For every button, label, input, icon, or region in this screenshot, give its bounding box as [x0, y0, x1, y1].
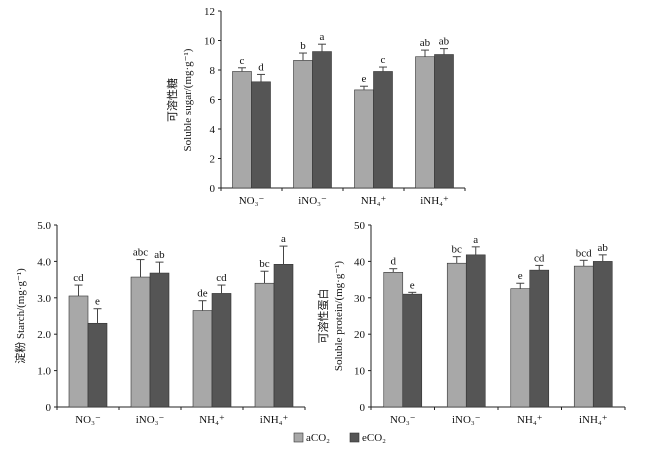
significance-letter: c: [240, 55, 245, 67]
y-tick-label: 4.0: [37, 256, 51, 268]
bar-aco2: [415, 56, 435, 189]
x-tick-label: NH₄⁺: [517, 414, 543, 426]
chart-3: 01020304050NO₃⁻deiNO₃⁻bcaNH₄⁺ecdiNH₄⁺bcd…: [316, 220, 626, 426]
x-tick-label: iNO₃⁻: [298, 195, 327, 207]
legend-label-eco2: eCO₂: [362, 432, 386, 444]
significance-letter: d: [391, 256, 397, 268]
significance-letter: de: [197, 288, 208, 300]
bar-aco2: [383, 272, 404, 408]
significance-letter: e: [518, 270, 523, 282]
legend-swatch-aco2: [293, 432, 304, 443]
significance-letter: cd: [534, 252, 545, 264]
bar-eco2: [402, 293, 423, 408]
bar-eco2: [273, 264, 294, 408]
y-tick-label: 20: [354, 329, 366, 341]
y-tick-label: 3.0: [37, 293, 51, 305]
significance-letter: ab: [420, 37, 431, 49]
y-tick-label: 10: [354, 366, 366, 378]
y-tick-label: 2: [210, 154, 216, 166]
y-tick-label: 4: [210, 124, 216, 136]
bar-aco2: [254, 282, 275, 408]
y-tick-label: 8: [210, 65, 216, 77]
y-tick-label: 2.0: [37, 329, 51, 341]
bar-aco2: [446, 262, 467, 408]
bar-eco2: [592, 261, 613, 408]
bar-aco2: [354, 89, 374, 189]
bar-aco2: [573, 265, 594, 408]
bar-eco2: [465, 254, 486, 408]
significance-letter: ab: [598, 242, 609, 254]
bar-eco2: [251, 81, 271, 189]
bar-aco2: [510, 288, 531, 408]
significance-letter: cd: [216, 272, 227, 284]
x-tick-label: iNO₃⁻: [136, 414, 165, 426]
x-tick-label: NH₄⁺: [361, 195, 387, 207]
bar-eco2: [529, 269, 550, 408]
y-tick-label: 0: [360, 402, 366, 414]
bar-aco2: [192, 310, 213, 408]
y-tick-label: 0: [210, 183, 216, 195]
significance-letter: e: [410, 279, 415, 291]
x-tick-label: NO₃⁻: [390, 414, 416, 426]
significance-letter: bc: [452, 244, 463, 256]
x-tick-label: NH₄⁺: [199, 414, 225, 426]
y-tick-label: 6: [210, 95, 216, 107]
significance-letter: b: [300, 40, 306, 52]
y-tick-label: 5.0: [37, 220, 51, 232]
x-tick-label: NO₃⁻: [75, 414, 101, 426]
bar-aco2: [68, 295, 89, 408]
significance-letter: a: [320, 31, 325, 43]
bar-aco2: [232, 71, 252, 189]
significance-letter: cd: [73, 272, 84, 284]
significance-letter: a: [473, 234, 478, 246]
significance-letter: bc: [259, 258, 270, 270]
bar-eco2: [149, 272, 170, 408]
x-tick-label: iNH₄⁺: [260, 414, 289, 426]
bar-eco2: [312, 51, 332, 189]
significance-letter: abc: [133, 247, 148, 259]
significance-letter: e: [95, 296, 100, 308]
legend: aCO₂ eCO₂: [293, 432, 386, 444]
legend-swatch-eco2: [349, 432, 360, 443]
y-tick-label: 10: [204, 36, 216, 48]
legend-label-aco2: aCO₂: [306, 432, 330, 444]
y-axis-label: 淀粉 Starch/(mg·g⁻¹): [13, 268, 27, 364]
bar-aco2: [293, 60, 313, 189]
bar-aco2: [130, 276, 151, 408]
significance-letter: c: [381, 54, 386, 66]
significance-letter: a: [281, 233, 286, 245]
bar-eco2: [211, 293, 232, 408]
y-axis-label: Soluble sugar/(mg·g⁻¹): [182, 48, 194, 151]
y-tick-label: 40: [354, 256, 366, 268]
y-tick-label: 12: [204, 6, 215, 18]
x-tick-label: NO₃⁻: [239, 195, 265, 207]
y-axis-label-cn: 可溶性蛋白: [316, 289, 330, 344]
y-axis-label-cn: 可溶性糖: [165, 78, 179, 122]
bar-eco2: [373, 71, 393, 189]
y-axis-label: Soluble protein/(mg·g⁻¹): [333, 261, 345, 372]
x-tick-label: iNO₃⁻: [452, 414, 481, 426]
y-tick-label: 0: [46, 402, 52, 414]
x-tick-label: iNH₄⁺: [579, 414, 608, 426]
bar-eco2: [434, 54, 454, 189]
significance-letter: ab: [154, 249, 165, 261]
chart-1: 0 2 4 6 8 10 12 NO₃⁻ c d iNO₃⁻ b a NH₄⁺ e c iNH₄⁺ ab ab 可溶性…: [165, 6, 466, 207]
significance-letter: d: [258, 61, 264, 73]
significance-letter: e: [362, 73, 367, 85]
x-tick-label: iNH₄⁺: [420, 195, 449, 207]
bar-eco2: [87, 322, 108, 408]
significance-letter: bcd: [576, 247, 592, 259]
y-tick-label: 1.0: [37, 366, 51, 378]
y-tick-label: 30: [354, 293, 366, 305]
significance-letter: ab: [439, 36, 450, 48]
y-tick-label: 50: [354, 220, 366, 232]
